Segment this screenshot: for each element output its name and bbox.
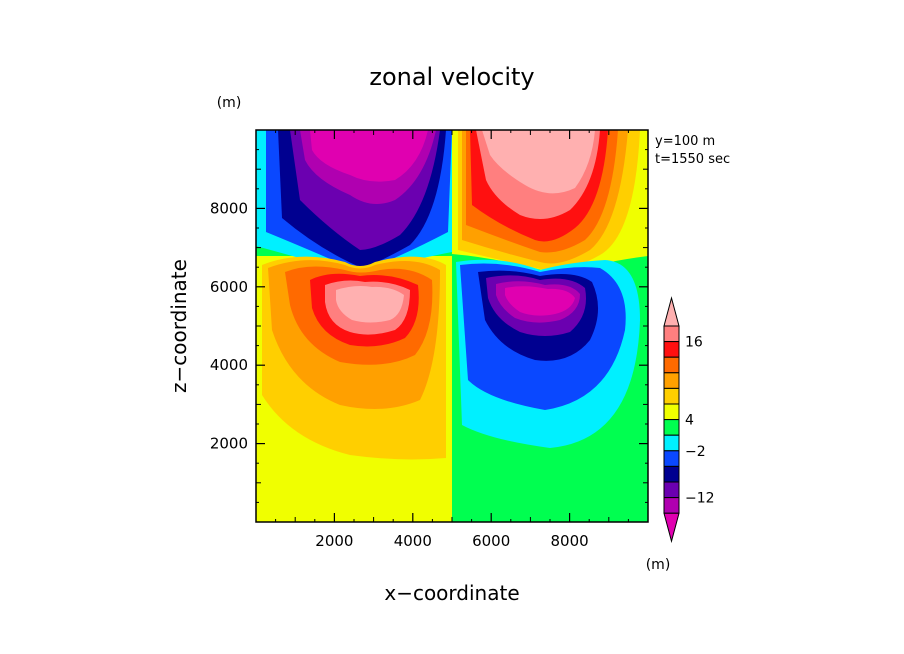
contour-lr-band-6 bbox=[505, 286, 575, 316]
colorbar-box bbox=[663, 465, 680, 483]
y-tick-label: 6000 bbox=[210, 278, 248, 296]
axes: 2000 4000 6000 8000 2000 4000 6000 8000 bbox=[210, 130, 648, 550]
contour-ur-band-7 bbox=[482, 130, 595, 194]
colorbar-label: −2 bbox=[685, 444, 706, 460]
colorbar-box bbox=[663, 341, 680, 358]
colorbar-box bbox=[663, 387, 680, 405]
colorbar-label: 4 bbox=[685, 413, 694, 429]
colorbar-box bbox=[663, 403, 680, 421]
colorbar-box bbox=[663, 372, 680, 389]
x-tick-label: 8000 bbox=[551, 532, 589, 550]
y-tick-label: 8000 bbox=[210, 199, 248, 217]
x-tick-label: 6000 bbox=[472, 532, 510, 550]
x-tick-label: 4000 bbox=[394, 532, 432, 550]
info-line-t: t=1550 sec bbox=[655, 152, 730, 167]
x-tick-label: 2000 bbox=[315, 532, 353, 550]
colorbar-box bbox=[663, 450, 680, 467]
y-axis-label: z−coordinate bbox=[167, 259, 191, 393]
colorbar-bottom-triangle bbox=[663, 512, 680, 544]
y-tick-label: 4000 bbox=[210, 356, 248, 374]
contour-ul-band-6 bbox=[310, 130, 428, 182]
y-tick-label: 2000 bbox=[210, 435, 248, 453]
colorbar-box bbox=[663, 419, 680, 436]
colorbar-box bbox=[663, 434, 680, 452]
y-unit-label: (m) bbox=[217, 95, 242, 111]
contour-field bbox=[256, 130, 648, 522]
contour-ll-band-6 bbox=[336, 286, 404, 323]
colorbar-top-triangle bbox=[663, 296, 680, 327]
colorbar-box bbox=[663, 497, 680, 514]
colorbar-label: −12 bbox=[685, 491, 715, 507]
colorbar-box bbox=[663, 325, 680, 343]
x-unit-label: (m) bbox=[646, 557, 671, 573]
chart-title: zonal velocity bbox=[369, 63, 534, 91]
colorbar-box bbox=[663, 356, 680, 374]
colorbar: 16 4 −2 −12 bbox=[663, 296, 715, 544]
info-line-y: y=100 m bbox=[655, 134, 715, 149]
x-axis-label: x−coordinate bbox=[384, 581, 519, 605]
colorbar-label: 16 bbox=[685, 335, 703, 351]
colorbar-box bbox=[663, 481, 680, 499]
